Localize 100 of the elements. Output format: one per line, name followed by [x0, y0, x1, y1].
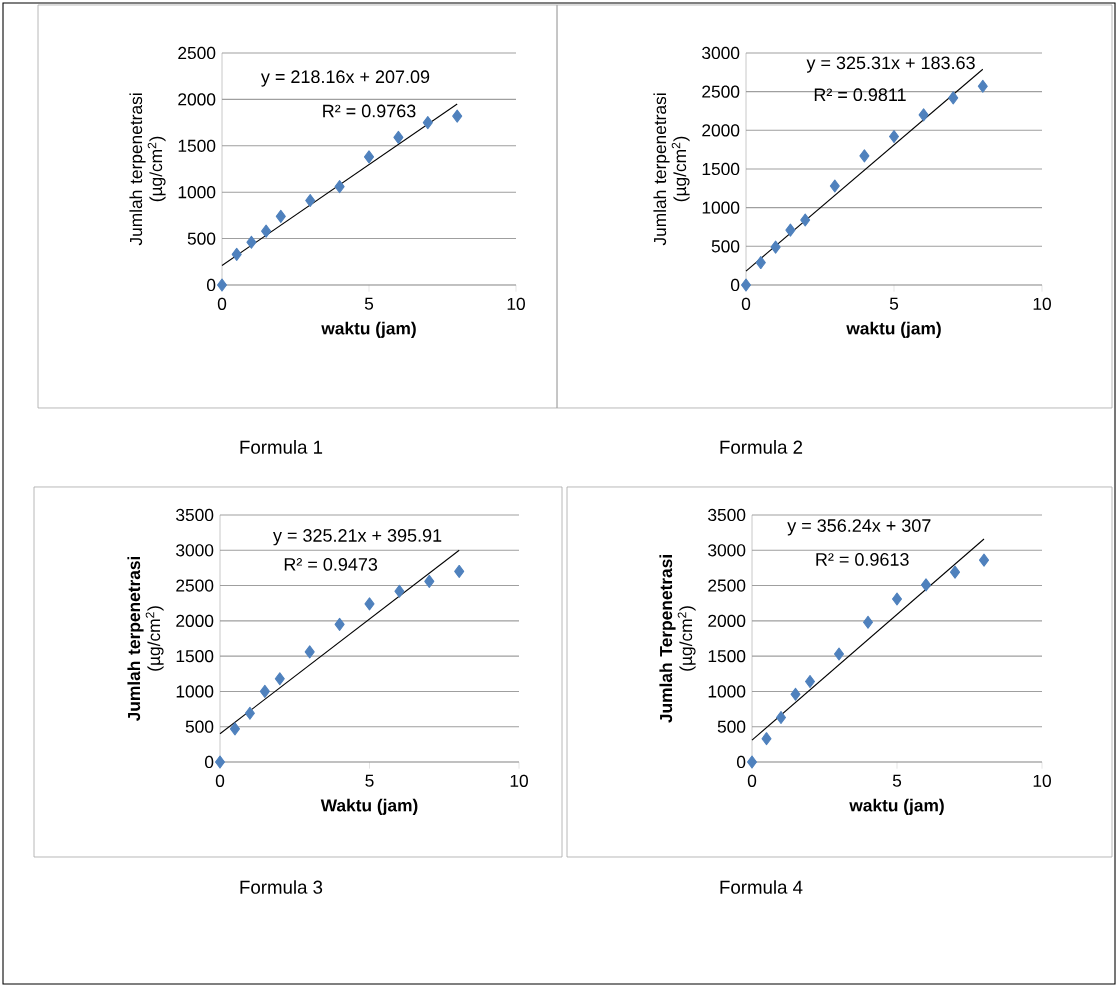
y-tick-label: 1500	[176, 649, 214, 663]
y-tick-label: 2500	[178, 46, 216, 60]
annotation: R² = 0.9473	[284, 558, 378, 571]
annotation: y = 325.31x + 183.63	[806, 56, 975, 73]
point	[363, 150, 375, 164]
y-tick-label: 2000	[708, 614, 746, 627]
point	[755, 256, 766, 270]
x-tick-label: 5	[892, 774, 902, 787]
y-tick-label: 500	[717, 720, 746, 733]
y-tick-label: 2500	[176, 579, 214, 592]
y-tick-label: 0	[206, 278, 216, 292]
text: Formula 2	[720, 440, 803, 454]
point	[977, 79, 988, 93]
y-tick-label: 3500	[708, 508, 746, 522]
point	[800, 213, 811, 227]
x-tick-label: 0	[215, 774, 225, 787]
text: Formula 3	[240, 880, 323, 894]
point	[216, 278, 228, 292]
point	[862, 615, 874, 629]
point	[274, 672, 285, 686]
x-axis-title: waktu (jam)	[321, 321, 416, 338]
point	[770, 240, 781, 254]
point	[775, 710, 787, 725]
y-tick-label: 2000	[702, 124, 740, 137]
y-tick-label: 3000	[176, 544, 214, 557]
y-tick-label: 2000	[176, 614, 214, 627]
point	[229, 722, 240, 736]
y-tick-label: 2500	[702, 85, 740, 98]
point	[364, 597, 375, 611]
point	[920, 578, 932, 592]
x-tick-label: 10	[507, 297, 525, 310]
point	[393, 130, 404, 144]
y-tick-label: 500	[185, 720, 214, 733]
y-tick-label: 3000	[708, 544, 746, 557]
point	[259, 684, 270, 698]
x-tick-label: 10	[1033, 297, 1051, 310]
point	[305, 194, 316, 208]
y-tick-label: 1000	[702, 201, 740, 214]
x-tick-label: 0	[747, 774, 757, 787]
x-tick-label: 5	[364, 297, 374, 310]
x-tick-label: 5	[365, 774, 374, 787]
point	[746, 755, 758, 769]
point	[275, 209, 286, 223]
point	[918, 108, 929, 122]
point	[948, 91, 959, 105]
annotation: y = 218.16x + 207.09	[260, 70, 430, 87]
x-axis-title: waktu (jam)	[846, 321, 941, 338]
point	[740, 278, 752, 292]
point	[949, 565, 961, 579]
y-tick-label: 2000	[178, 93, 216, 106]
point	[790, 687, 801, 701]
y-tick-label: 1000	[708, 685, 746, 698]
y-tick-label: 1000	[176, 685, 214, 698]
y-tick-label: 0	[204, 755, 214, 769]
y-tick-label: 0	[730, 278, 740, 292]
annotation: R² = 0.9613	[816, 553, 909, 566]
point	[761, 732, 772, 746]
point	[859, 149, 870, 163]
point	[261, 224, 272, 238]
annotation: y = 325.21x + 395.91	[273, 529, 442, 546]
point	[231, 247, 242, 261]
text: Formula 1	[240, 440, 323, 454]
y-tick-label: 3000	[702, 46, 740, 60]
y-tick-label: 0	[736, 755, 746, 769]
point	[891, 592, 903, 606]
y-tick-label: 2500	[708, 579, 746, 592]
point	[833, 647, 845, 661]
x-tick-label: 10	[1033, 774, 1051, 787]
annotation: R² = 0.9811	[814, 88, 906, 102]
point	[334, 617, 345, 631]
y-tick-label: 500	[187, 232, 216, 245]
point	[978, 553, 990, 567]
point	[246, 235, 257, 249]
y-tick-label: 1500	[708, 649, 746, 663]
point	[424, 574, 435, 588]
annotation: y = 356.24x + 307	[787, 519, 931, 536]
annotation: R² = 0.9763	[323, 104, 416, 118]
x-tick-label: 10	[510, 774, 528, 787]
y-tick-label: 500	[711, 240, 740, 253]
text: Formula 4	[720, 880, 803, 894]
point	[454, 564, 465, 578]
point	[244, 706, 255, 720]
x-tick-label: 0	[217, 297, 227, 310]
point	[422, 116, 433, 130]
point	[452, 109, 463, 123]
x-axis-title: waktu (jam)	[849, 798, 944, 815]
point	[804, 674, 816, 689]
point	[785, 223, 796, 237]
point	[214, 755, 226, 769]
x-tick-label: 5	[889, 297, 899, 310]
point	[888, 129, 900, 144]
y-tick-label: 3500	[176, 508, 214, 522]
y-tick-label: 1500	[702, 162, 740, 176]
point	[394, 584, 405, 598]
y-tick-label: 1500	[178, 139, 216, 152]
point	[304, 645, 315, 659]
point	[829, 179, 840, 193]
y-tick-label: 1000	[178, 186, 216, 199]
point	[334, 180, 345, 194]
x-axis-title: Waktu (jam)	[320, 798, 418, 815]
